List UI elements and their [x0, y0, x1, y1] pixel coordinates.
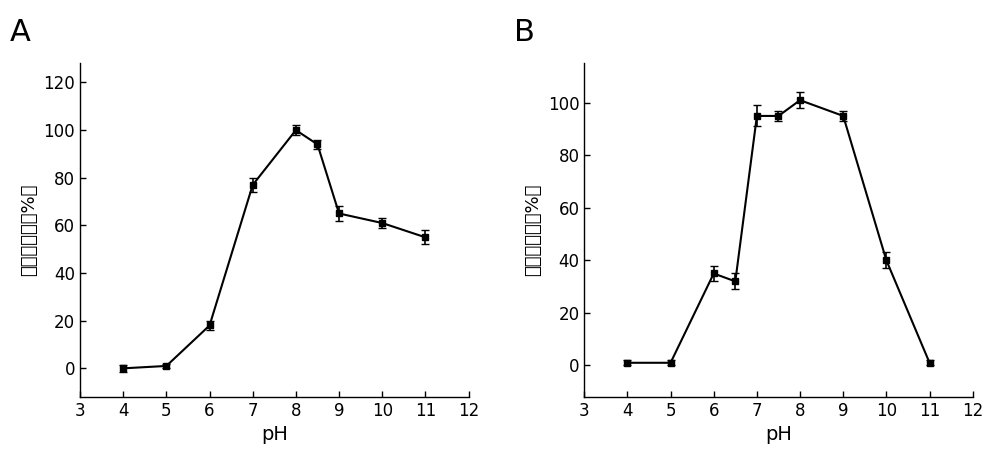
Text: B: B	[514, 18, 535, 47]
X-axis label: pH: pH	[261, 426, 288, 444]
Y-axis label: 相对酶活力（%）: 相对酶活力（%）	[20, 184, 38, 276]
Y-axis label: 相对酶活力（%）: 相对酶活力（%）	[524, 184, 542, 276]
X-axis label: pH: pH	[765, 426, 792, 444]
Text: A: A	[10, 18, 31, 47]
